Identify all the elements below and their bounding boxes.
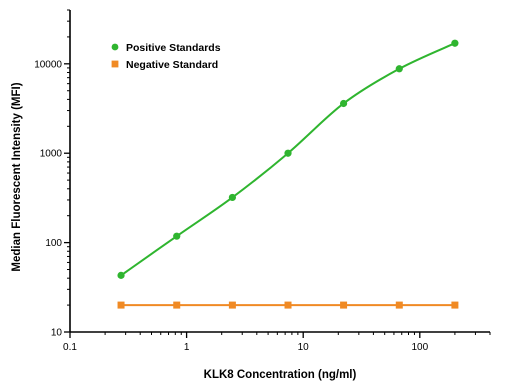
legend-item-negative-standard: Negative Standard [111,59,218,71]
legend-label: Positive Standards [126,42,221,54]
data-point [284,301,292,309]
ticks-layer: 0.1 1 10 100 10 100 1000 10000 [34,9,491,353]
x-tick-label: 1 [184,342,190,353]
x-tick-label: 10 [298,342,310,353]
legend-marker [111,60,119,68]
legend-marker [111,43,119,51]
y-axis-title: Median Fluorescent Intensity (MFI) [11,82,23,271]
legend-label: Negative Standard [126,59,218,71]
data-point [284,149,292,157]
y-tick-label: 100 [45,238,62,249]
y-tick-label: 1000 [40,149,63,160]
data-point [340,301,348,309]
data-point [395,301,403,309]
data-point [451,39,459,47]
data-point [173,301,181,309]
data-point [173,232,181,240]
legend: Positive Standards Negative Standard [111,42,221,71]
x-tick-label: 0.1 [63,342,77,353]
y-tick-label: 10000 [34,59,62,70]
x-axis-title: KLK8 Concentration (ng/ml) [204,369,357,381]
data-point [228,301,236,309]
data-point [117,301,125,309]
series-layer [117,39,459,309]
series-positive-standards [117,39,459,279]
x-tick-label: 100 [411,342,428,353]
data-point [339,99,348,108]
data-point [451,301,459,309]
data-point [395,65,403,73]
y-tick-label: 10 [51,328,63,339]
data-point [117,271,125,279]
legend-item-positive-standards: Positive Standards [111,42,221,54]
series-negative-standard [117,301,459,309]
data-point [228,193,236,202]
series-line-positive-standards [120,42,456,277]
